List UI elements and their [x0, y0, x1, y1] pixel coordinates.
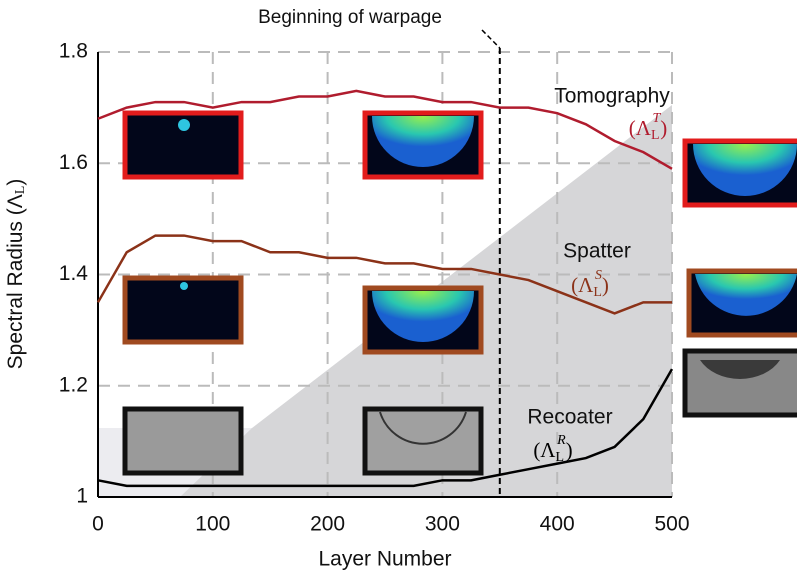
x-axis-label: Layer Number: [318, 548, 451, 571]
symbol-part: S: [595, 268, 602, 283]
y-label-sub: L: [13, 186, 28, 195]
y-axis-label: Spectral Radius (ΛL): [4, 179, 29, 370]
x-tick-label: 300: [425, 513, 460, 536]
y-label-text: Spectral Radius (Λ: [4, 194, 27, 369]
symbol-part: R: [556, 433, 566, 448]
y-tick-label: 1: [76, 485, 88, 508]
series-line: [96, 234, 672, 315]
x-tick-label: 500: [654, 513, 689, 536]
series-symbol: (ΛLS): [571, 268, 609, 300]
y-tick-label: 1.6: [59, 151, 88, 174]
x-tick-label: 400: [540, 513, 575, 536]
annotation: Beginning of warpage: [258, 7, 442, 28]
symbol-part: ): [660, 116, 667, 140]
series-line: [97, 89, 673, 170]
series-symbol: (ΛLR): [533, 433, 572, 465]
insets: [122, 110, 797, 476]
series-line: [97, 368, 674, 488]
y-tick-label: 1.4: [59, 262, 89, 285]
series-label: Spatter: [563, 240, 631, 263]
symbol-part: L: [556, 450, 565, 465]
series-label: Recoater: [527, 406, 612, 429]
warpage-region: [98, 105, 672, 497]
y-tick-label: 1.8: [59, 40, 88, 63]
symbol-part: ): [566, 438, 573, 462]
series-label: Tomography: [554, 85, 670, 108]
symbol-part: (Λ: [629, 116, 652, 140]
symbol-part: T: [653, 111, 662, 126]
x-tick-label: 200: [310, 513, 345, 536]
symbol-part: (Λ: [571, 273, 594, 297]
y-tick-label: 1.2: [59, 373, 88, 396]
symbol-part: L: [651, 128, 660, 143]
x-tick-label: 0: [92, 513, 104, 536]
x-tick-label: 100: [195, 513, 230, 536]
symbol-part: L: [593, 285, 602, 300]
series-symbol: (ΛLT): [629, 111, 668, 143]
annotation-leader: [481, 29, 501, 49]
y-label-close: ): [4, 179, 27, 186]
symbol-part: ): [602, 273, 609, 297]
symbol-part: (Λ: [533, 438, 556, 462]
